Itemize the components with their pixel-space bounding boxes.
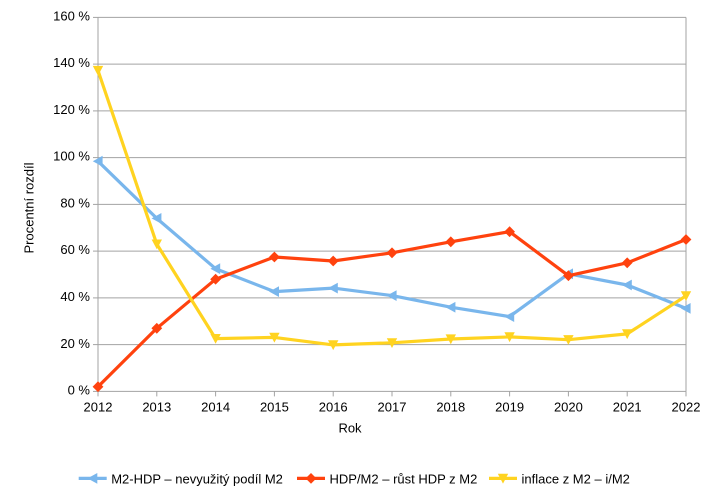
svg-text:inflace z M2 – i/M2: inflace z M2 – i/M2	[522, 471, 630, 486]
svg-text:2019: 2019	[495, 399, 524, 414]
svg-text:60 %: 60 %	[60, 242, 90, 257]
svg-text:2017: 2017	[378, 399, 407, 414]
svg-text:Procentní rozdíl: Procentní rozdíl	[22, 162, 37, 253]
svg-text:2016: 2016	[319, 399, 348, 414]
svg-text:2012: 2012	[84, 399, 113, 414]
svg-text:20 %: 20 %	[60, 336, 90, 351]
svg-text:2021: 2021	[613, 399, 642, 414]
svg-text:2022: 2022	[672, 399, 701, 414]
svg-text:2015: 2015	[260, 399, 289, 414]
svg-text:2014: 2014	[201, 399, 230, 414]
svg-text:100 %: 100 %	[53, 149, 90, 164]
svg-text:160 %: 160 %	[53, 9, 90, 24]
svg-text:0 %: 0 %	[68, 383, 91, 398]
svg-text:2020: 2020	[554, 399, 583, 414]
svg-text:80 %: 80 %	[60, 196, 90, 211]
svg-text:HDP/M2 – růst HDP z M2: HDP/M2 – růst HDP z M2	[330, 471, 478, 486]
svg-text:2018: 2018	[436, 399, 465, 414]
svg-text:40 %: 40 %	[60, 289, 90, 304]
svg-text:120 %: 120 %	[53, 102, 90, 117]
svg-text:140 %: 140 %	[53, 55, 90, 70]
svg-text:Rok: Rok	[338, 420, 362, 435]
svg-text:2013: 2013	[142, 399, 171, 414]
svg-text:M2-HDP – nevyužitý podíl M2: M2-HDP – nevyužitý podíl M2	[111, 471, 283, 486]
